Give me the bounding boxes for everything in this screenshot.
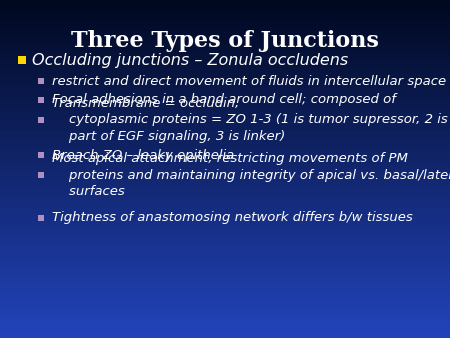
FancyBboxPatch shape <box>38 97 44 103</box>
Text: Focal adhesions in a band around cell; composed of: Focal adhesions in a band around cell; c… <box>52 94 396 106</box>
Text: restrict and direct movement of fluids in intercellular space: restrict and direct movement of fluids i… <box>52 74 446 88</box>
Text: Three Types of Junctions: Three Types of Junctions <box>71 30 379 52</box>
FancyBboxPatch shape <box>38 117 44 123</box>
Text: Transmembrane = occludin,
    cytoplasmic proteins = ZO 1-3 (1 is tumor supresso: Transmembrane = occludin, cytoplasmic pr… <box>52 97 448 143</box>
Text: Most apical attachment, restricting movements of PM
    proteins and maintaining: Most apical attachment, restricting move… <box>52 152 450 198</box>
FancyBboxPatch shape <box>38 152 44 158</box>
Text: Breach ZO – leaky epithelia: Breach ZO – leaky epithelia <box>52 148 234 162</box>
FancyBboxPatch shape <box>38 172 44 178</box>
FancyBboxPatch shape <box>18 56 26 64</box>
Text: Tightness of anastomosing network differs b/w tissues: Tightness of anastomosing network differ… <box>52 212 413 224</box>
FancyBboxPatch shape <box>38 78 44 84</box>
FancyBboxPatch shape <box>38 215 44 221</box>
Text: Occluding junctions – Zonula occludens: Occluding junctions – Zonula occludens <box>32 52 348 68</box>
